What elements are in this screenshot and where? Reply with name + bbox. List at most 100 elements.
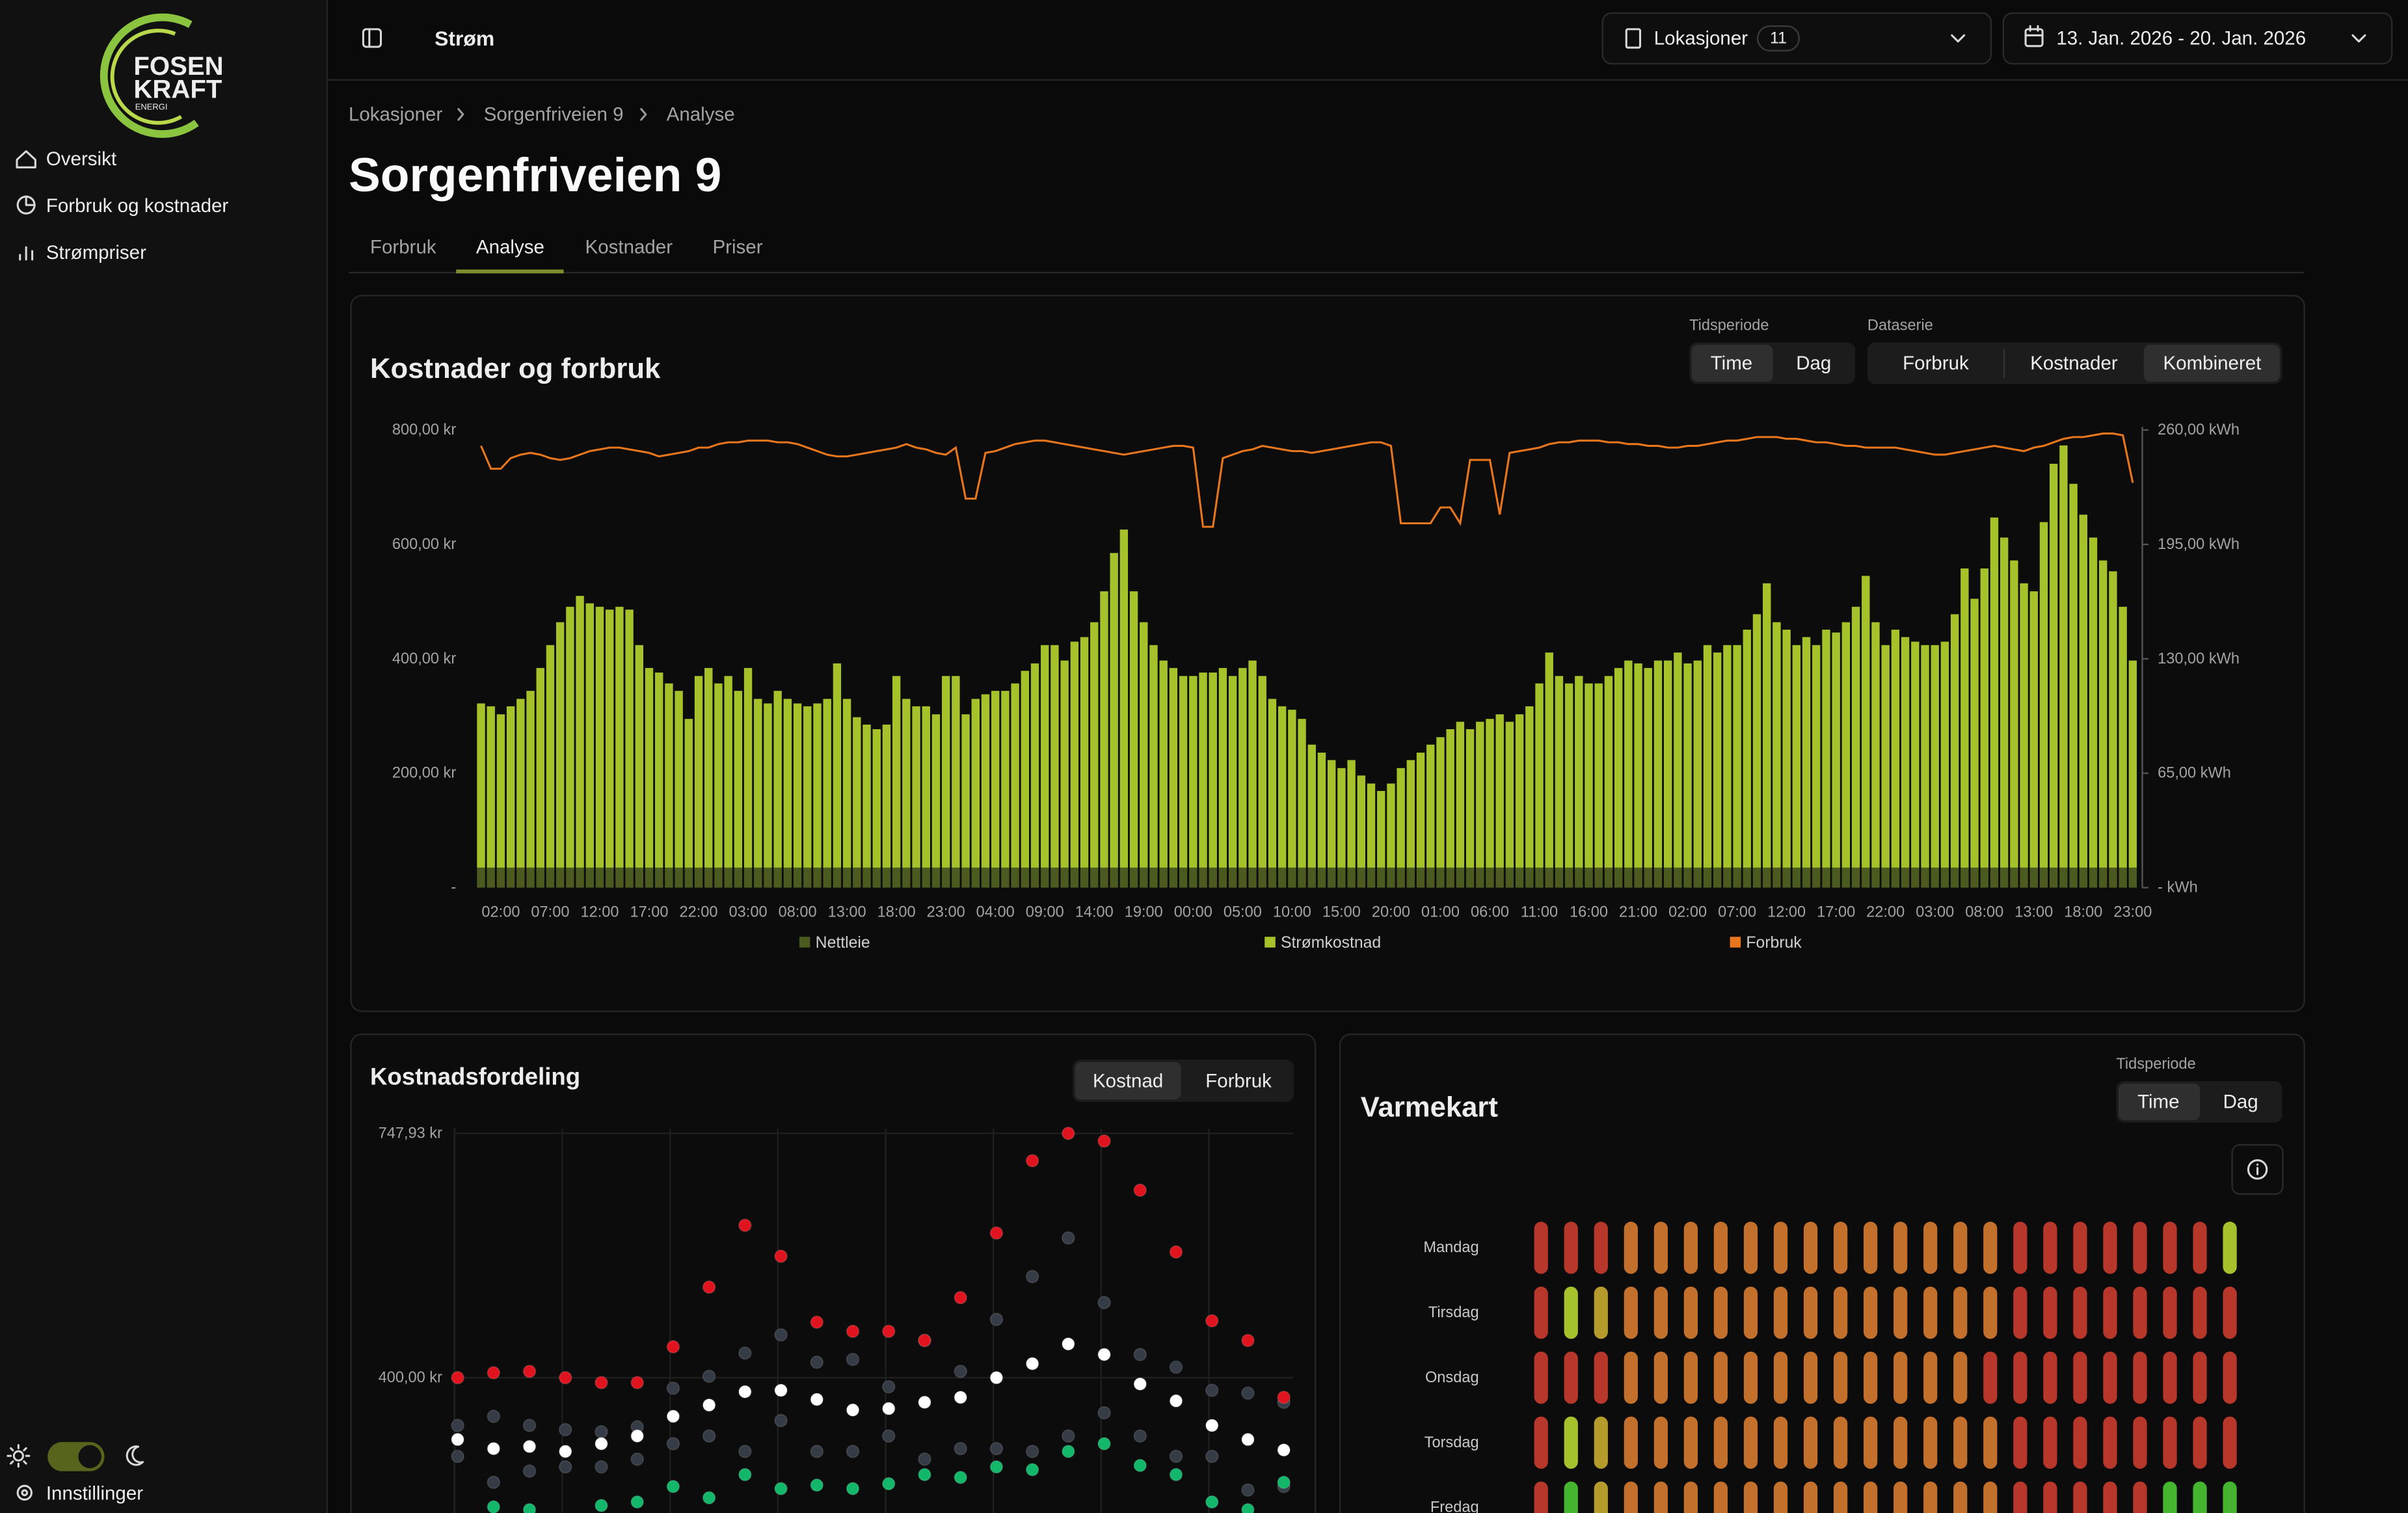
bar <box>872 729 881 868</box>
location-select[interactable] <box>1601 12 1992 65</box>
point <box>558 1371 572 1385</box>
sidebar-toggle[interactable] <box>362 28 382 48</box>
bar <box>2020 583 2028 868</box>
heatmap-cell <box>1953 1416 1968 1469</box>
chart-title: Kostnader og forbruk <box>370 353 661 384</box>
line <box>480 432 2134 528</box>
point <box>774 1482 788 1495</box>
nav-item[interactable]: Forbruk og kostnader <box>46 195 229 217</box>
heatmap-cell <box>1743 1481 1758 1513</box>
point <box>666 1340 680 1354</box>
button[interactable]: Kombineret <box>2163 353 2262 374</box>
heatmap-cell <box>1534 1481 1548 1513</box>
bar <box>2039 867 2048 888</box>
bar <box>1921 645 1929 868</box>
heatmap-cell <box>1534 1222 1548 1274</box>
bar <box>506 867 515 888</box>
tab[interactable]: Forbruk <box>370 237 436 258</box>
date-select[interactable] <box>2002 12 2393 65</box>
bar <box>1169 667 1178 868</box>
point <box>666 1437 680 1451</box>
heatmap-cell <box>2223 1351 2237 1404</box>
bar <box>2079 515 2088 868</box>
bar <box>694 867 703 888</box>
x-tick-label: 07:00 <box>1718 904 1756 920</box>
button-active <box>1691 345 1773 382</box>
bar <box>585 867 594 888</box>
point <box>738 1346 752 1360</box>
x-tick-label: 13:00 <box>828 904 866 920</box>
nav-item[interactable]: Oversikt <box>46 148 116 170</box>
bar <box>487 706 495 868</box>
bar <box>1436 867 1445 888</box>
button[interactable]: Forbruk <box>1205 1071 1272 1092</box>
bar <box>1980 568 1988 868</box>
heatmap-cell <box>1534 1351 1548 1404</box>
nav-item[interactable]: Strømpriser <box>46 242 146 263</box>
bar <box>1802 867 1811 888</box>
tab-active[interactable]: Analyse <box>476 237 544 258</box>
button[interactable]: Dag <box>1796 353 1831 374</box>
heatmap-cell <box>2073 1481 2087 1513</box>
bar <box>1298 719 1306 868</box>
button[interactable]: Dag <box>2223 1091 2258 1112</box>
chevron-down <box>1951 34 1966 43</box>
bar <box>1238 867 1247 888</box>
bar <box>892 867 901 888</box>
x-tick-label: 04:00 <box>976 904 1015 920</box>
bar <box>694 676 703 868</box>
bar <box>1960 867 1969 888</box>
button-active <box>2143 345 2280 382</box>
bar <box>813 867 822 888</box>
bar <box>1585 867 1593 888</box>
bar <box>1110 553 1118 868</box>
bar <box>576 596 584 868</box>
point <box>630 1452 645 1466</box>
bar <box>1763 583 1771 868</box>
heatmap-cell <box>1683 1481 1698 1513</box>
bar <box>1199 867 1207 888</box>
point <box>810 1393 824 1406</box>
bar <box>1693 867 1702 888</box>
bar <box>1980 867 1988 888</box>
bar <box>704 667 713 868</box>
heatmap-cell <box>1833 1222 1848 1274</box>
button[interactable]: Time <box>2137 1091 2179 1112</box>
button[interactable]: Time <box>1711 353 1752 374</box>
bar <box>1486 867 1494 888</box>
point <box>774 1384 788 1397</box>
point <box>1025 1154 1039 1168</box>
bar <box>1248 660 1257 868</box>
bar <box>2128 867 2137 888</box>
x-tick-label: 18:00 <box>2064 904 2102 920</box>
bar <box>1634 867 1642 888</box>
tab[interactable]: Priser <box>712 237 762 258</box>
point <box>595 1425 608 1439</box>
breadcrumb[interactable]: Sorgenfriveien 9 <box>484 103 624 125</box>
settings-link[interactable]: Innstillinger <box>46 1483 143 1505</box>
bar <box>1624 660 1633 868</box>
heatmap-cell <box>1624 1222 1638 1274</box>
bar <box>1070 867 1079 888</box>
bar <box>971 699 980 868</box>
heatmap-cell <box>2043 1416 2057 1469</box>
bar <box>684 719 693 868</box>
breadcrumb[interactable]: Lokasjoner <box>349 103 442 125</box>
tab[interactable]: Kostnader <box>585 237 673 258</box>
point <box>738 1218 752 1233</box>
button[interactable]: Kostnad <box>1093 1071 1163 1092</box>
heatmap-cell <box>1833 1286 1848 1339</box>
heatmap-cell <box>2103 1416 2117 1469</box>
button[interactable]: Kostnader <box>2030 353 2118 374</box>
bar <box>754 867 762 888</box>
bar <box>2010 867 2018 888</box>
bar <box>1575 676 1583 868</box>
bar <box>606 867 614 888</box>
bar <box>1397 867 1405 888</box>
x-tick-label: 23:00 <box>2113 904 2152 920</box>
x-tick-label: 02:00 <box>481 904 520 920</box>
bar <box>1713 652 1722 868</box>
heatmap-row-label: Onsdag <box>1425 1369 1479 1386</box>
button[interactable]: Forbruk <box>1903 353 1969 374</box>
